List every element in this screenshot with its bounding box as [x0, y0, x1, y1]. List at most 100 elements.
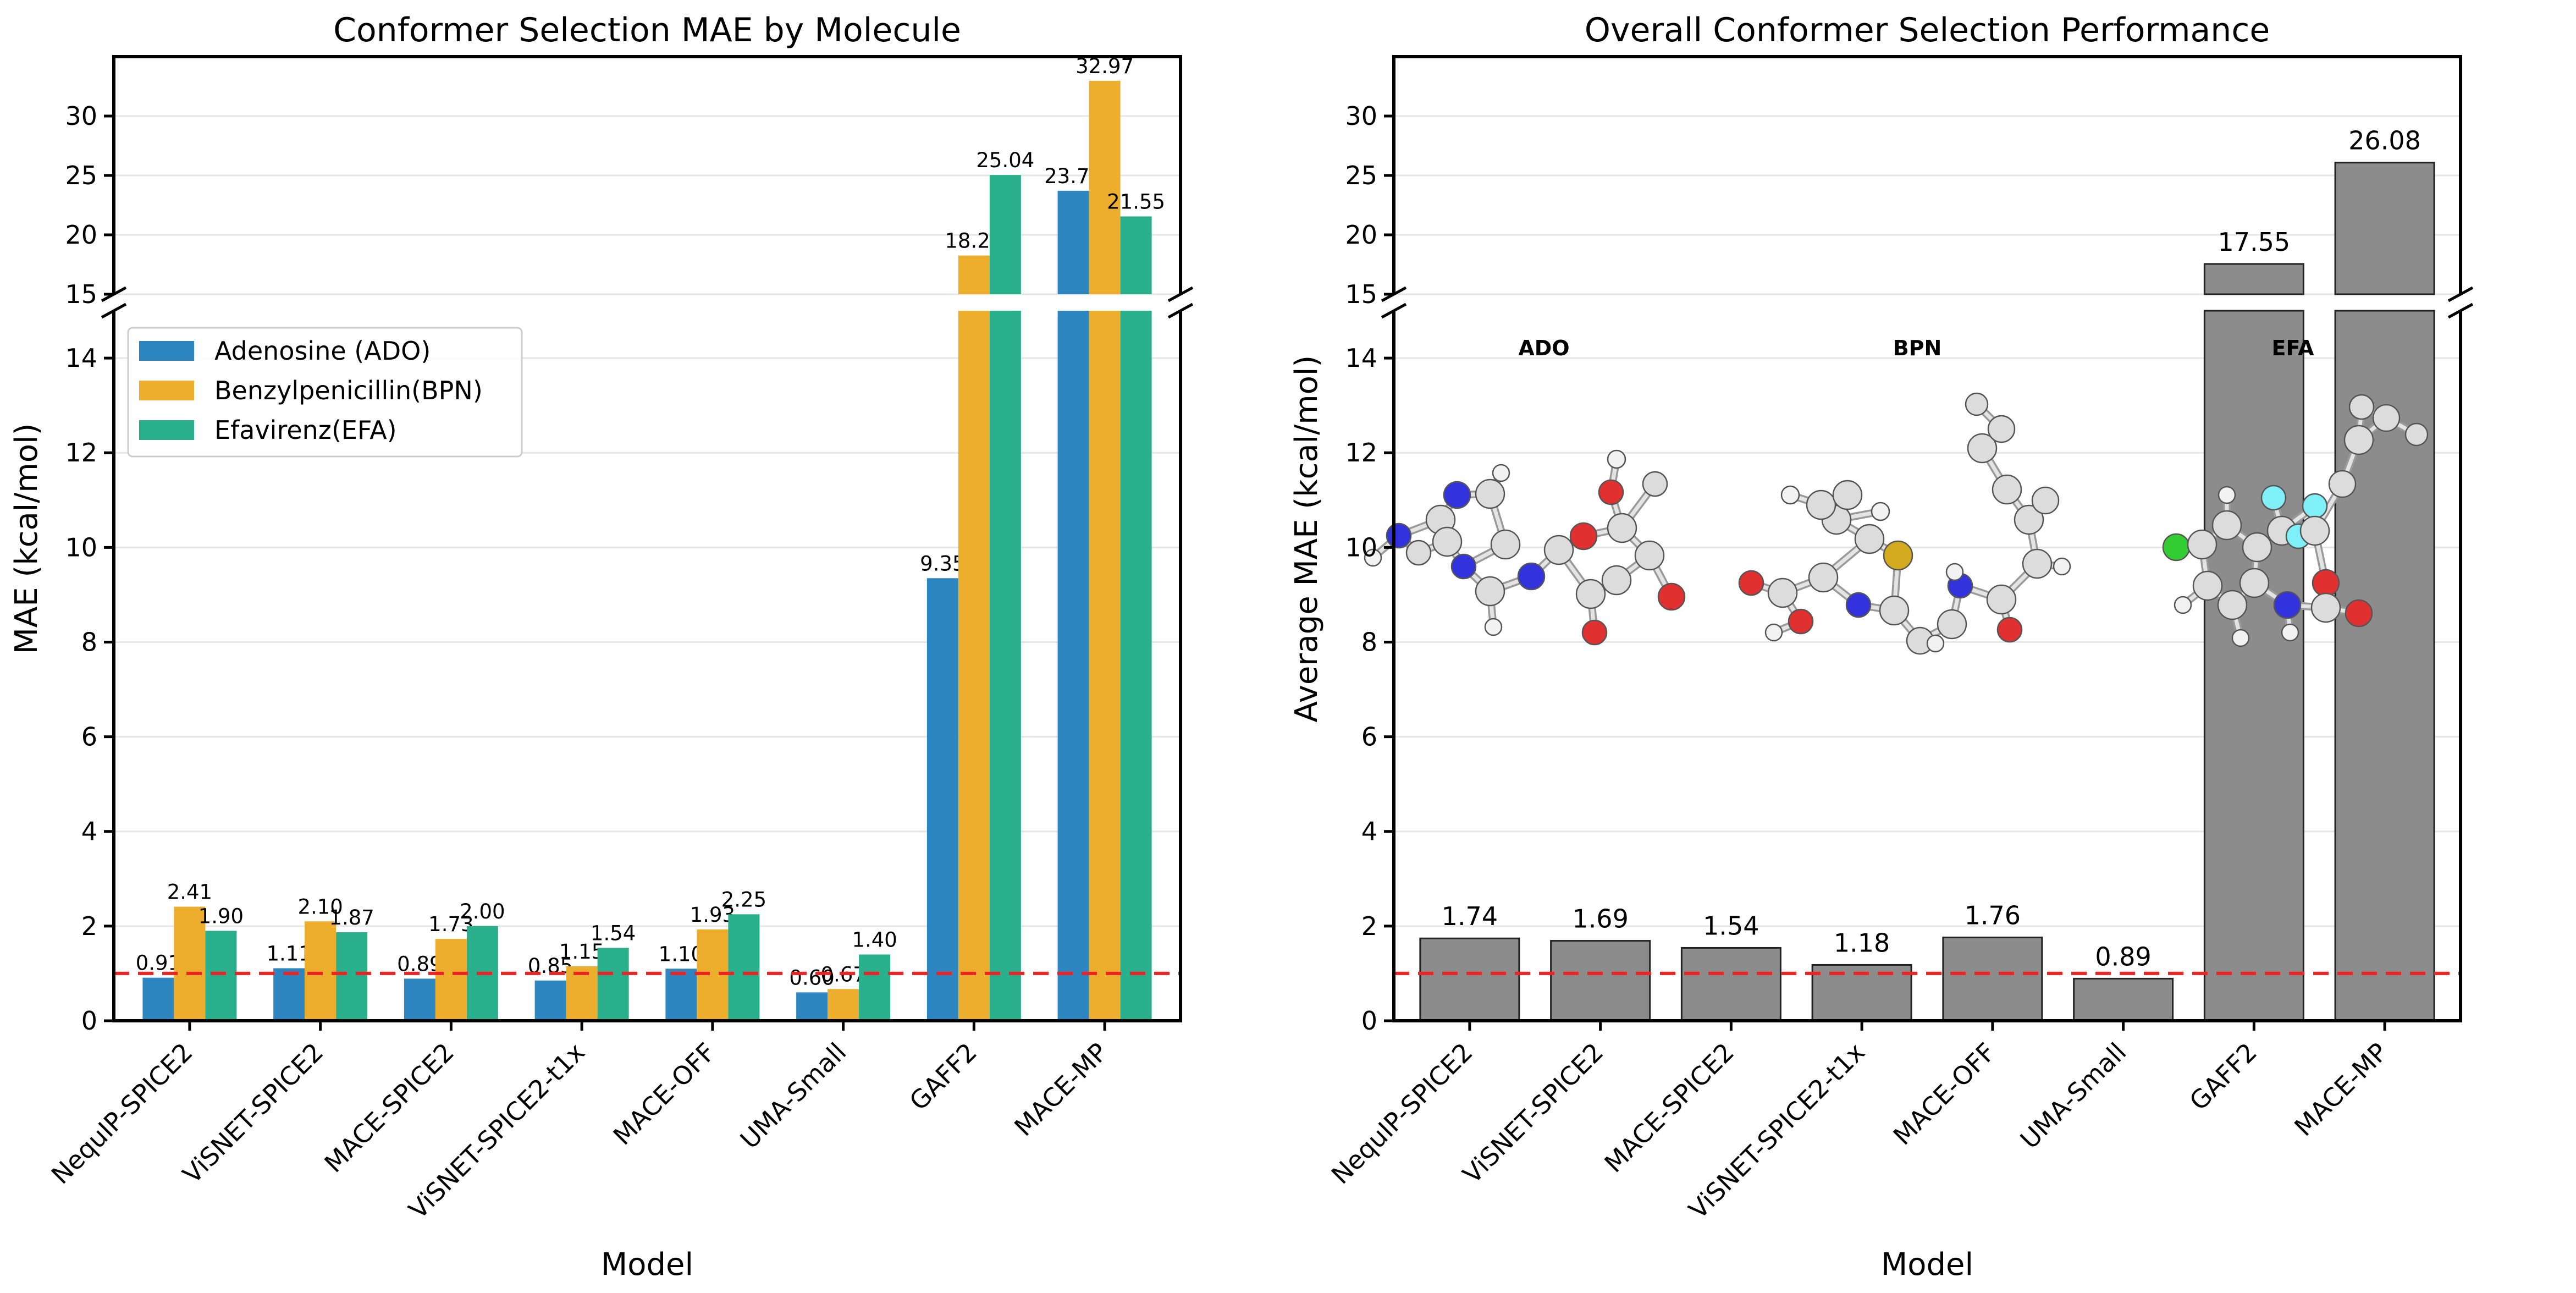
y-tick-label: 4 — [1361, 817, 1377, 846]
bar — [435, 939, 467, 1021]
efa-molecule-illustration — [2162, 394, 2429, 647]
bar — [828, 989, 859, 1021]
bar-data-label: 2.25 — [721, 888, 766, 911]
axis-break-mark — [1167, 302, 1194, 319]
molecule-atom — [1854, 524, 1885, 554]
bar-data-label: 1.18 — [1834, 928, 1890, 958]
molecule-atom — [1607, 513, 1637, 543]
bar — [1550, 940, 1651, 1022]
molecule-atom — [1926, 634, 1945, 653]
x-tick-label: NequIP-SPICE2 — [1326, 1037, 1479, 1190]
x-tick-label: GAFF2 — [2183, 1037, 2263, 1116]
molecule-atom — [2211, 510, 2242, 541]
x-tick-label: MACE-OFF — [1888, 1037, 2001, 1151]
x-tick-label: MACE-MP — [2288, 1037, 2393, 1142]
molecule-atom — [1642, 471, 1668, 497]
y-tick-label: 14 — [1345, 343, 1377, 373]
molecule-atom — [2231, 629, 2250, 647]
legend-box — [127, 327, 523, 458]
bar-data-label: 17.55 — [2218, 227, 2291, 257]
legend-entry: Adenosine (ADO) — [214, 336, 431, 366]
molecule-atom — [1967, 433, 1998, 464]
bar — [273, 968, 305, 1021]
molecule-atom — [2260, 485, 2287, 511]
molecule-atom — [1738, 570, 1764, 596]
bar — [796, 992, 828, 1021]
right-panel-overall-performance: 1.74 1.69 1.54 1.18 1.76 0.89 17.55 26.08 ADO BPN… — [1289, 11, 2474, 1283]
bar-upper-segment — [2334, 162, 2435, 295]
molecule-atom — [2242, 532, 2272, 563]
bar-data-label: 32.97 — [1075, 54, 1134, 78]
bar-lower-segment — [1120, 311, 1152, 1021]
molecule-atom — [1806, 489, 1836, 520]
molecule-atom — [2345, 599, 2373, 628]
molecule-label: BPN — [1893, 336, 1942, 360]
molecule-atom — [1386, 522, 1412, 549]
bar-data-label: 9.35 — [920, 552, 965, 575]
bar-data-label: 1.74 — [1442, 901, 1498, 931]
bar-lower-segment — [1089, 311, 1121, 1021]
y-tick-label: 2 — [81, 911, 97, 941]
y-tick-label: 2 — [1361, 911, 1377, 941]
bar-upper-segment — [1120, 216, 1152, 294]
x-tick-label: NequIP-SPICE2 — [46, 1037, 198, 1190]
molecule-atom — [2239, 568, 2270, 598]
bar-upper-segment — [989, 175, 1021, 294]
molecule-atom — [1767, 577, 1798, 608]
molecule-atom — [1581, 619, 1608, 646]
y-tick-label: 15 — [1345, 279, 1377, 309]
bar-data-label: 1.11 — [266, 942, 311, 965]
molecule-atom — [1808, 562, 1839, 593]
molecule-atom — [2302, 493, 2328, 519]
x-tick-label: UMA-Small — [735, 1037, 852, 1155]
bar — [566, 966, 598, 1021]
chart-title: Conformer Selection MAE by Molecule — [333, 11, 961, 49]
molecule-atom — [1634, 540, 1665, 571]
legend-swatch — [139, 341, 194, 361]
bpn-molecule-illustration — [1738, 392, 2071, 655]
molecule-atom — [1937, 609, 1967, 640]
bar-lower-segment — [2203, 310, 2304, 1022]
y-tick-label: 0 — [1361, 1006, 1377, 1036]
molecule-atom — [1601, 565, 1632, 596]
y-axis-label: MAE (kcal/mol) — [9, 423, 45, 654]
axis-break-mark — [2447, 302, 2474, 319]
molecule-atom — [2281, 623, 2299, 642]
bar-lower-segment — [958, 311, 990, 1021]
molecule-atom — [2404, 422, 2429, 447]
axis-break-mark — [1167, 286, 1194, 302]
molecule-atom — [1987, 415, 2016, 443]
bar — [534, 980, 566, 1021]
molecule-atom — [1607, 449, 1626, 469]
molecule-label: ADO — [1518, 336, 1569, 360]
x-tick-label: ViSNET-SPICE2 — [177, 1037, 329, 1190]
molecule-atom — [1965, 392, 1989, 416]
bar — [1680, 947, 1781, 1022]
bar-data-label: 1.15 — [559, 940, 604, 964]
y-tick-label: 14 — [65, 343, 97, 373]
bar-data-label: 0.89 — [2095, 942, 2151, 971]
x-tick-label: MACE-SPICE2 — [318, 1037, 460, 1179]
y-tick-label: 25 — [1345, 161, 1377, 190]
bar-data-label: 2.10 — [297, 895, 343, 918]
molecule-atom — [1450, 553, 1477, 580]
bar — [859, 954, 891, 1021]
bar-data-label: 21.55 — [1107, 190, 1165, 214]
molecule-atom — [2031, 486, 2060, 515]
molecule-atom — [1569, 522, 1598, 551]
molecule-atom — [2187, 529, 2218, 560]
molecule-atom — [2162, 533, 2191, 562]
bar — [665, 969, 697, 1021]
left-panel-molecule-mae: 0.912.411.901.112.101.870.891.732.000.85… — [9, 11, 1194, 1283]
y-tick-label: 8 — [81, 627, 97, 657]
y-axis-label: Average MAE (kcal/mol) — [1289, 355, 1325, 723]
x-axis-label: Model — [1881, 1247, 1973, 1283]
bar — [336, 932, 368, 1021]
molecule-atom — [2310, 592, 2341, 623]
y-tick-label: 10 — [65, 532, 97, 562]
x-tick-label: GAFF2 — [903, 1037, 983, 1116]
molecule-atom — [1780, 485, 1800, 505]
bar-upper-segment — [1089, 80, 1121, 294]
bar-data-label: 1.40 — [852, 928, 897, 952]
bar-data-label: 1.93 — [690, 903, 735, 927]
